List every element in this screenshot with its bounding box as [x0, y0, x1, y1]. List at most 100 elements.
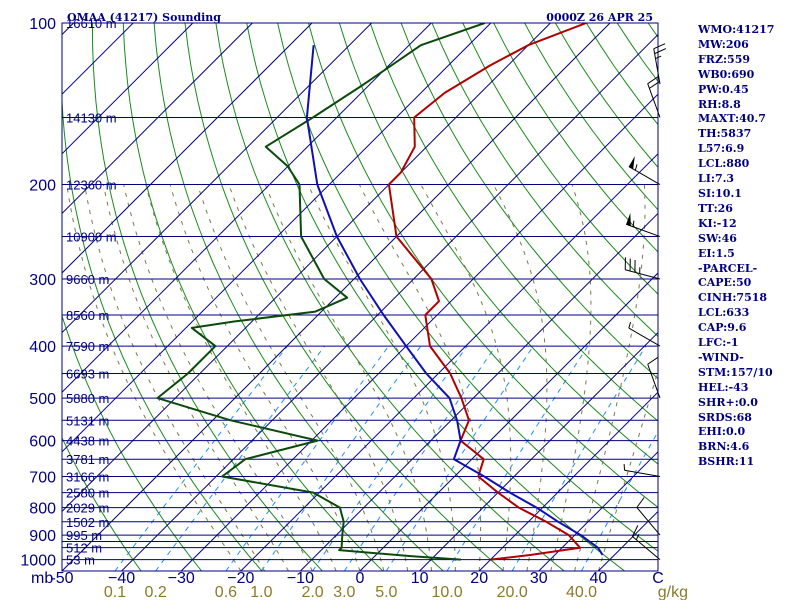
- mixing-ratio-label: 40.0: [566, 584, 597, 600]
- height-label: 1502 m: [66, 515, 109, 530]
- index-item: FRZ:559: [698, 52, 751, 66]
- stability-index-panel: WMO:41217 MW:206 FRZ:559 WB0:690 PW:0.45 RH:8…: [698, 23, 798, 470]
- moist-adiabat: [228, 184, 409, 571]
- height-label: 2580 m: [66, 486, 109, 501]
- height-label: 2029 m: [66, 501, 109, 516]
- mixing-ratio-label: 1.0: [250, 584, 272, 600]
- dry-adiabat: [184, 23, 505, 571]
- wind-barb: [636, 497, 661, 536]
- temperature-tick-label: −10: [287, 570, 314, 587]
- height-label: 5131 m: [66, 413, 109, 428]
- height-label: 5880 m: [66, 391, 109, 406]
- height-label: 14130 m: [66, 110, 117, 125]
- moist-adiabat: [307, 184, 456, 571]
- temperature-tick-label: -50: [50, 570, 73, 587]
- index-item: SHR+:0.0: [698, 395, 758, 409]
- pressure-units-label: mb: [31, 570, 53, 587]
- index-item: -PARCEL-: [698, 261, 758, 275]
- dry-adiabat: [62, 314, 202, 571]
- temperature-tick-label: 30: [530, 570, 548, 587]
- index-item: CINH:7518: [698, 291, 768, 305]
- mixing-ratio-label: 3.0: [333, 584, 355, 600]
- dry-adiabat: [62, 90, 263, 571]
- dry-adiabat: [493, 23, 658, 253]
- index-item: WMO:41217: [698, 23, 775, 36]
- moist-adiabat: [420, 184, 512, 571]
- wind-barb: [647, 76, 661, 118]
- isotherm: [359, 272, 658, 571]
- isotherm: [62, 23, 551, 513]
- parcel-trace: [305, 45, 604, 556]
- dry-adiabat: [308, 23, 658, 509]
- pressure-tick-label: 500: [29, 391, 56, 408]
- index-item: LFC:-1: [698, 336, 739, 350]
- index-item: SI:10.1: [698, 186, 742, 200]
- pressure-tick-label: 1000: [20, 553, 56, 570]
- moist-adiabat: [145, 184, 337, 571]
- wind-barb: [631, 525, 661, 561]
- height-label: 12360 m: [66, 178, 117, 193]
- moist-adiabat: [597, 368, 658, 571]
- moist-adiabat: [102, 184, 289, 571]
- mixing-ratio-line: [385, 345, 534, 571]
- wind-barb: [653, 43, 667, 85]
- dry-adiabat: [277, 23, 658, 552]
- mixing-ratio-line: [343, 345, 497, 571]
- dry-adiabat: [462, 23, 658, 295]
- station-title: OMAA (41217) Sounding: [67, 11, 221, 24]
- wind-barb: [624, 257, 661, 280]
- wind-barbs: [623, 43, 667, 561]
- dry-adiabat: [153, 23, 444, 571]
- index-item: LCL:633: [698, 306, 750, 320]
- pressure-tick-label: 200: [29, 178, 56, 195]
- temperature-tick-label: 20: [470, 570, 488, 587]
- moist-adiabat: [493, 184, 548, 571]
- height-label: 995 m: [66, 528, 102, 543]
- height-label: 3166 m: [66, 470, 109, 485]
- isotherm: [62, 23, 492, 453]
- isotherm: [478, 391, 658, 571]
- wind-barb: [628, 321, 661, 347]
- mixing-ratio-label: 2.0: [301, 584, 323, 600]
- moist-adiabat: [358, 184, 482, 571]
- index-item: EHI:0.0: [698, 425, 746, 439]
- index-item: PW:0.45: [698, 82, 749, 96]
- moist-adiabat: [550, 184, 592, 571]
- height-label: 53 m: [66, 553, 95, 568]
- index-item: SRDS:68: [698, 410, 752, 424]
- isotherm: [0, 23, 14, 571]
- height-label: 3781 m: [66, 452, 109, 467]
- temperature-trace: [387, 23, 587, 561]
- index-item: EI:1.5: [698, 246, 735, 260]
- index-item: HEL:-43: [698, 380, 749, 394]
- index-item: BRN:4.6: [698, 440, 750, 454]
- temperature-tick-label: −20: [227, 570, 254, 587]
- isotherm: [62, 23, 194, 155]
- index-item: MW:206: [698, 37, 749, 51]
- dry-adiabat: [91, 23, 323, 571]
- index-item: KI:-12: [698, 216, 737, 230]
- index-item: LCL:880: [698, 157, 750, 171]
- index-item: TT:26: [698, 201, 733, 215]
- mixing-ratio-label: 0.1: [104, 584, 126, 600]
- index-item: CAPE:50: [698, 276, 752, 290]
- mixing-ratio-line: [260, 345, 422, 571]
- pressure-tick-label: 600: [29, 434, 56, 451]
- height-label: 8560 m: [66, 308, 109, 323]
- temperature-tick-label: 0: [356, 570, 365, 587]
- valid-time: 0000Z 26 APR 25: [546, 11, 653, 24]
- mixing-ratio-label: 20.0: [497, 584, 528, 600]
- mixing-ratio-line: [114, 345, 288, 571]
- mixing-ratio-line: [312, 345, 468, 571]
- temperature-tick-label: −40: [108, 570, 135, 587]
- height-label: 7590 m: [66, 339, 109, 354]
- moist-adiabat: [197, 184, 385, 571]
- isotherm: [419, 331, 658, 571]
- pressure-tick-label: 100: [29, 16, 56, 33]
- dry-adiabat: [122, 23, 384, 571]
- index-item: LI:7.3: [698, 172, 735, 186]
- moist-adiabat: [84, 184, 266, 571]
- mixing-ratio-label: 0.2: [144, 584, 166, 600]
- dry-adiabat: [62, 436, 142, 571]
